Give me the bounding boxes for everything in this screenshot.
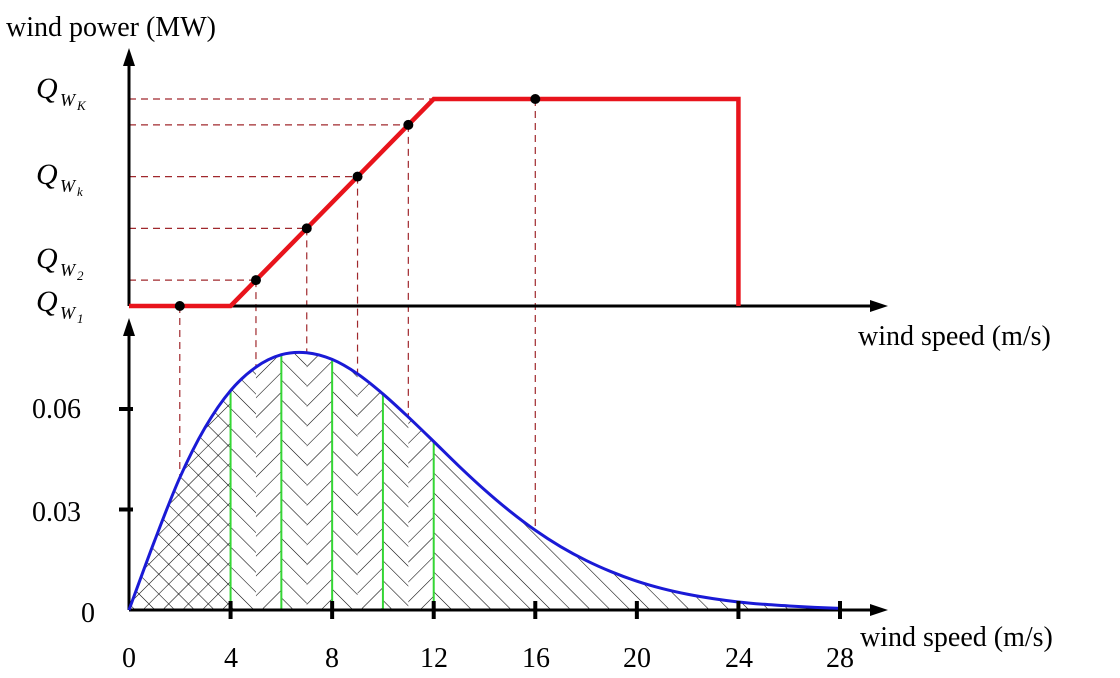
power-point-9: [352, 171, 363, 182]
top-y-axis-arrow: [123, 48, 135, 66]
hatch-band-4-5: [230, 352, 256, 610]
bottom-axes: [123, 318, 888, 616]
hatch-band-10-11: [382, 352, 409, 610]
svg-text:Q: Q: [36, 72, 58, 105]
hatch-band-8-9: [332, 352, 358, 610]
x-tick-label-24: 24: [725, 643, 753, 673]
power-point-16: [530, 94, 541, 104]
svg-text:1: 1: [77, 311, 84, 326]
bottom-y-axis-arrow: [123, 318, 135, 336]
bottom-x-axis-arrow: [870, 604, 888, 616]
x-tick-label-20: 20: [623, 643, 651, 673]
svg-text:W: W: [60, 90, 77, 110]
x-tick-label-28: 28: [826, 643, 854, 673]
y-tick-label-0.06: 0.06: [32, 394, 81, 425]
power-point-5: [250, 275, 261, 286]
hatch-band-6-7: [281, 352, 307, 610]
bin-edge-lines: [229, 354, 435, 610]
x-tick-label-12: 12: [420, 643, 448, 673]
svg-text:W: W: [60, 260, 77, 280]
hatch-band-11-12: [408, 352, 434, 610]
x-tick-label-16: 16: [522, 643, 550, 673]
power-point-2: [174, 301, 185, 311]
svg-text:K: K: [76, 98, 87, 113]
x-tick-label-8: 8: [325, 643, 339, 673]
hatch-band-12-28: [433, 352, 840, 610]
x-tick-label-0: 0: [122, 643, 136, 673]
svg-text:2: 2: [77, 268, 84, 283]
y-tick-label-0: 0: [81, 598, 95, 629]
svg-text:W: W: [60, 303, 77, 323]
x-tick-label-4: 4: [224, 643, 238, 673]
power-point-11: [403, 119, 414, 130]
y-tick-label-0.03: 0.03: [32, 497, 81, 528]
top-y-axis-label: wind power (MW): [6, 12, 216, 43]
top-x-axis-arrow: [870, 300, 888, 312]
hatch-band-9-10: [357, 352, 383, 610]
q-tick-label-1: Q W 1: [36, 285, 84, 326]
svg-text:Q: Q: [36, 158, 58, 191]
top-axes: [123, 48, 888, 312]
power-point-7: [301, 223, 312, 234]
q-tick-label-2: Q W 2: [36, 242, 84, 283]
power-curve: [129, 96, 741, 309]
svg-text:k: k: [77, 184, 83, 199]
density-curve: [127, 350, 841, 611]
hatch-band-7-8: [306, 352, 333, 610]
q-tick-label-k: Q W k: [36, 158, 83, 199]
q-tick-label-K: Q W K: [36, 72, 87, 113]
svg-text:W: W: [60, 176, 77, 196]
hatch-band-5-6: [255, 352, 282, 610]
density-hatch-area: [129, 352, 840, 610]
bottom-x-axis-label: wind speed (m/s): [860, 622, 1053, 653]
svg-text:Q: Q: [36, 285, 58, 318]
svg-text:Q: Q: [36, 242, 58, 275]
top-x-axis-label: wind speed (m/s): [858, 321, 1051, 352]
